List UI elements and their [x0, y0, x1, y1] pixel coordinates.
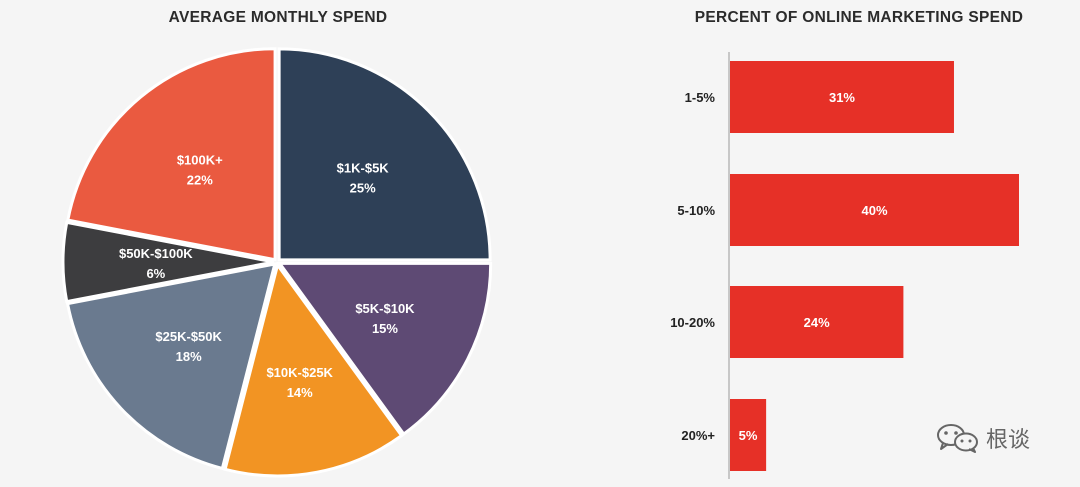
pie-slice-percent: 22%: [187, 173, 213, 188]
bar: [730, 174, 1019, 246]
pie-slice-label: $50K-$100K: [119, 246, 193, 261]
pie-slice-percent: 6%: [146, 266, 165, 281]
bar-category-label: 20%+: [681, 428, 715, 443]
pie-slice: [276, 261, 493, 437]
bar: [730, 61, 954, 133]
bar-category-label: 10-20%: [670, 315, 715, 330]
bar-category-label: 5-10%: [677, 203, 715, 218]
pie-slice-label: $1K-$5K: [337, 160, 390, 175]
pie-slice: [223, 261, 404, 478]
watermark-text: 根谈: [986, 428, 1031, 453]
pie-slice-percent: 25%: [350, 180, 376, 195]
wechat-icon: [937, 424, 978, 453]
pie-slice: [66, 47, 277, 262]
bar-value-label: 5%: [739, 428, 758, 443]
pie-slice-percent: 15%: [372, 321, 398, 336]
pie-chart: $1K-$5K 25% $5K-$10K 15% $10K-$25K 14% $25K-$5…: [61, 47, 493, 478]
pie-slice: [61, 220, 275, 304]
bar-value-label: 24%: [804, 315, 830, 330]
pie-slice-label: $10K-$25K: [266, 365, 333, 380]
bar-category-label: 1-5%: [685, 90, 716, 105]
pie-chart-title: AVERAGE MONTHLY SPEND: [168, 9, 388, 26]
pie-slice-label: $100K+: [177, 153, 223, 168]
pie-slice-label: $25K-$50K: [155, 329, 222, 344]
bar-chart-title: PERCENT OF ONLINE MARKETING SPEND: [694, 9, 1024, 26]
pie-slice-percent: 14%: [287, 385, 313, 400]
bar: [730, 286, 904, 358]
watermark: 根谈: [936, 422, 1030, 454]
bar-value-label: 31%: [829, 90, 855, 105]
pie-slice-percent: 18%: [176, 349, 202, 364]
bar-value-label: 40%: [861, 203, 887, 218]
pie-slice-label: $5K-$10K: [355, 301, 415, 316]
pie-slice: [65, 262, 277, 471]
pie-slice: [277, 47, 492, 262]
bar: [730, 399, 767, 471]
